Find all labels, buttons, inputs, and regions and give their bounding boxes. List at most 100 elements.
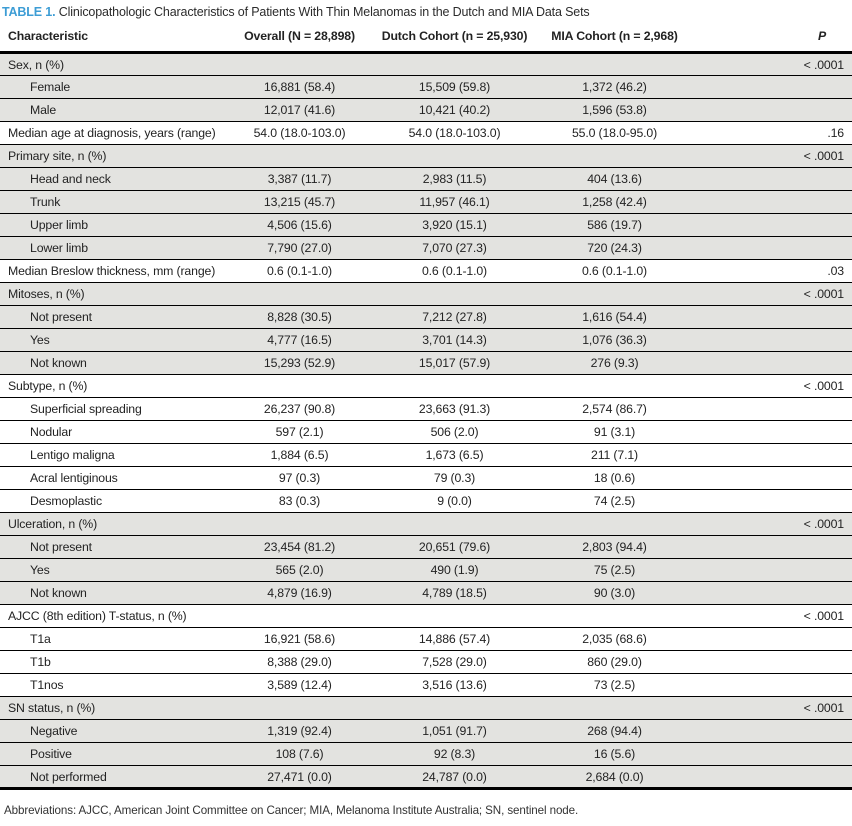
overall-value-cell: [222, 144, 377, 168]
mia-cohort-value-cell: 2,035 (68.6): [532, 627, 697, 651]
mia-cohort-value-cell: 73 (2.5): [532, 673, 697, 697]
overall-value-cell: [222, 52, 377, 76]
overall-value-cell: 83 (0.3): [222, 489, 377, 513]
characteristic-cell: Desmoplastic: [0, 489, 222, 513]
p-value-cell: [697, 328, 852, 352]
table-row: AJCC (8th edition) T-status, n (%) < .000…: [0, 604, 852, 628]
dutch-cohort-value-cell: 3,920 (15.1): [377, 213, 532, 237]
overall-value-cell: 15,293 (52.9): [222, 351, 377, 375]
dutch-cohort-value-cell: [377, 144, 532, 168]
dutch-cohort-value-cell: [377, 604, 532, 628]
p-value-cell: [697, 420, 852, 444]
mia-cohort-value-cell: 586 (19.7): [532, 213, 697, 237]
p-value-cell: [697, 535, 852, 559]
p-value-cell: [697, 75, 852, 99]
p-value-cell: [697, 443, 852, 467]
column-header-p-value: P: [697, 25, 852, 54]
mia-cohort-value-cell: 2,684 (0.0): [532, 765, 697, 790]
mia-cohort-value-cell: [532, 52, 697, 76]
dutch-cohort-value-cell: 14,886 (57.4): [377, 627, 532, 651]
dutch-cohort-value-cell: 506 (2.0): [377, 420, 532, 444]
p-value-cell: [697, 167, 852, 191]
characteristic-cell: Superficial spreading: [0, 397, 222, 421]
p-value-cell: [697, 305, 852, 329]
overall-value-cell: 16,881 (58.4): [222, 75, 377, 99]
dutch-cohort-value-cell: [377, 696, 532, 720]
table-row: Median Breslow thickness, mm (range) 0.6 …: [0, 259, 852, 283]
characteristic-cell: Median Breslow thickness, mm (range): [0, 259, 222, 283]
mia-cohort-value-cell: [532, 374, 697, 398]
dutch-cohort-value-cell: 3,701 (14.3): [377, 328, 532, 352]
dutch-cohort-value-cell: 7,070 (27.3): [377, 236, 532, 260]
table-row: Not performed 27,471 (0.0) 24,787 (0.0) 2,6…: [0, 765, 852, 790]
dutch-cohort-value-cell: 11,957 (46.1): [377, 190, 532, 214]
table-row: Acral lentiginous 97 (0.3) 79 (0.3) 18 (0.6…: [0, 466, 852, 490]
dutch-cohort-value-cell: 92 (8.3): [377, 742, 532, 766]
dutch-cohort-value-cell: [377, 512, 532, 536]
table-header: Characteristic Overall (N = 28,898) Dutc…: [0, 25, 852, 54]
overall-value-cell: 8,828 (30.5): [222, 305, 377, 329]
table-row: Yes 565 (2.0) 490 (1.9) 75 (2.5): [0, 558, 852, 582]
overall-value-cell: [222, 604, 377, 628]
table-row: T1b 8,388 (29.0) 7,528 (29.0) 860 (29.0): [0, 650, 852, 674]
mia-cohort-value-cell: 91 (3.1): [532, 420, 697, 444]
dutch-cohort-value-cell: 10,421 (40.2): [377, 98, 532, 122]
dutch-cohort-value-cell: 54.0 (18.0-103.0): [377, 121, 532, 145]
mia-cohort-value-cell: 276 (9.3): [532, 351, 697, 375]
p-value-cell: < .0001: [697, 282, 852, 306]
overall-value-cell: 1,319 (92.4): [222, 719, 377, 743]
table-row: Superficial spreading 26,237 (90.8) 23,663…: [0, 397, 852, 421]
dutch-cohort-value-cell: 24,787 (0.0): [377, 765, 532, 790]
p-value-cell: [697, 673, 852, 697]
overall-value-cell: 3,387 (11.7): [222, 167, 377, 191]
overall-value-cell: 597 (2.1): [222, 420, 377, 444]
mia-cohort-value-cell: 1,596 (53.8): [532, 98, 697, 122]
mia-cohort-value-cell: 18 (0.6): [532, 466, 697, 490]
table-row: Not present 8,828 (30.5) 7,212 (27.8) 1,616…: [0, 305, 852, 329]
overall-value-cell: 26,237 (90.8): [222, 397, 377, 421]
table-row: T1nos 3,589 (12.4) 3,516 (13.6) 73 (2.5): [0, 673, 852, 697]
dutch-cohort-value-cell: 79 (0.3): [377, 466, 532, 490]
table-row: Positive 108 (7.6) 92 (8.3) 16 (5.6): [0, 742, 852, 766]
table-row: Not known 4,879 (16.9) 4,789 (18.5) 90 (3.0…: [0, 581, 852, 605]
table-row: Lower limb 7,790 (27.0) 7,070 (27.3) 720 (2…: [0, 236, 852, 260]
table-row: Subtype, n (%) < .0001: [0, 374, 852, 398]
column-header-dutch-cohort: Dutch Cohort (n = 25,930): [377, 25, 532, 54]
dutch-cohort-value-cell: [377, 52, 532, 76]
p-value-cell: [697, 719, 852, 743]
characteristic-cell: Trunk: [0, 190, 222, 214]
characteristic-cell: Positive: [0, 742, 222, 766]
table-row: Desmoplastic 83 (0.3) 9 (0.0) 74 (2.5): [0, 489, 852, 513]
characteristic-cell: T1a: [0, 627, 222, 651]
overall-value-cell: [222, 282, 377, 306]
abbreviations-footnote: Abbreviations: AJCC, American Joint Comm…: [4, 804, 579, 817]
mia-cohort-value-cell: [532, 144, 697, 168]
mia-cohort-value-cell: 1,372 (46.2): [532, 75, 697, 99]
dutch-cohort-value-cell: 20,651 (79.6): [377, 535, 532, 559]
p-value-cell: < .0001: [697, 52, 852, 76]
p-value-cell: [697, 190, 852, 214]
dutch-cohort-value-cell: 4,789 (18.5): [377, 581, 532, 605]
overall-value-cell: 8,388 (29.0): [222, 650, 377, 674]
table-row: Not present 23,454 (81.2) 20,651 (79.6) 2,8…: [0, 535, 852, 559]
p-value-cell: [697, 650, 852, 674]
dutch-cohort-value-cell: 15,509 (59.8): [377, 75, 532, 99]
characteristic-cell: Not known: [0, 581, 222, 605]
overall-value-cell: 0.6 (0.1-1.0): [222, 259, 377, 283]
p-value-cell: .03: [697, 259, 852, 283]
overall-value-cell: 1,884 (6.5): [222, 443, 377, 467]
overall-value-cell: 7,790 (27.0): [222, 236, 377, 260]
overall-value-cell: 4,879 (16.9): [222, 581, 377, 605]
table-body: Sex, n (%) < .0001 Female 16,881 (58.4) 15,5…: [0, 52, 852, 790]
p-value-cell: < .0001: [697, 374, 852, 398]
mia-cohort-value-cell: 55.0 (18.0-95.0): [532, 121, 697, 145]
p-value-cell: [697, 742, 852, 766]
characteristic-cell: Sex, n (%): [0, 52, 222, 76]
characteristic-cell: Lower limb: [0, 236, 222, 260]
overall-value-cell: 97 (0.3): [222, 466, 377, 490]
p-value-cell: < .0001: [697, 604, 852, 628]
p-value-cell: [697, 581, 852, 605]
overall-value-cell: 23,454 (81.2): [222, 535, 377, 559]
characteristic-cell: Not present: [0, 305, 222, 329]
